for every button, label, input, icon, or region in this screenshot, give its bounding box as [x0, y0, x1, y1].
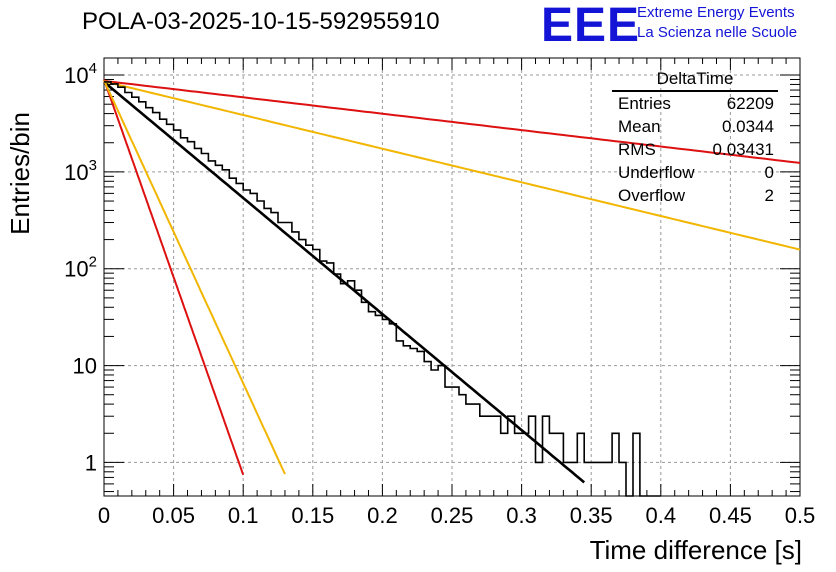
grid-lines	[104, 58, 800, 496]
y-axis-label: Entries/bin	[5, 112, 35, 235]
x-tick-label: 0.2	[367, 503, 398, 528]
curve-fit	[103, 80, 586, 484]
x-tick-label: 0.45	[709, 503, 752, 528]
logo-line-2: La Scienza nelle Scuole	[637, 24, 798, 41]
stats-value: 2	[764, 186, 774, 205]
histogram-deltatime	[104, 81, 661, 497]
y-tick-label: 104	[64, 60, 97, 88]
stats-row-rms: RMS 0.03431	[612, 138, 778, 161]
curve-orange-steep	[103, 79, 286, 475]
stats-value: 0	[764, 163, 774, 182]
stats-label: Overflow	[618, 186, 686, 205]
y-tick-label: 1	[85, 450, 97, 475]
y-tick-label: 102	[64, 254, 97, 282]
y-tick-label: 103	[64, 157, 97, 185]
stats-title: DeltaTime	[612, 68, 778, 92]
stats-label: Entries	[618, 94, 671, 113]
curve-red-flat	[103, 79, 801, 164]
stats-label: RMS	[618, 140, 656, 159]
x-tick-label: 0.35	[570, 503, 613, 528]
stats-row-entries: Entries 62209	[612, 92, 778, 115]
fit-curves	[103, 79, 801, 484]
x-axis-label: Time difference [s]	[589, 535, 802, 565]
chart-title: POLA-03-2025-10-15-592955910	[82, 8, 440, 35]
curve-orange-flat	[103, 80, 801, 251]
stats-box: DeltaTime Entries 62209 Mean 0.0344 RMS …	[612, 68, 778, 207]
eee-logo: EEE	[541, 0, 641, 52]
stats-label: Mean	[618, 117, 661, 136]
y-axis-ticks: 1 10 102 103 104	[64, 60, 800, 493]
x-tick-label: 0.05	[152, 503, 195, 528]
stats-row-mean: Mean 0.0344	[612, 115, 778, 138]
x-tick-label: 0.25	[431, 503, 474, 528]
curve-red-steep	[103, 79, 245, 476]
x-tick-label: 0.4	[646, 503, 677, 528]
stats-row-underflow: Underflow 0	[612, 161, 778, 184]
x-tick-label: 0.1	[228, 503, 259, 528]
logo-line-1: Extreme Energy Events	[637, 4, 795, 21]
x-tick-label: 0.3	[506, 503, 537, 528]
x-axis-ticks: 0 0.05 0.1 0.15 0.2 0.25 0.3 0.35 0.4 0.45 0.5	[98, 58, 815, 528]
x-tick-label: 0.5	[785, 503, 816, 528]
stats-label: Underflow	[618, 163, 695, 182]
stats-row-overflow: Overflow 2	[612, 184, 778, 207]
stats-value: 62209	[726, 94, 774, 113]
stats-value: 0.03431	[712, 140, 774, 159]
x-tick-label: 0	[98, 503, 110, 528]
stats-value: 0.0344	[722, 117, 774, 136]
y-tick-label: 10	[73, 354, 97, 379]
x-tick-label: 0.15	[291, 503, 334, 528]
